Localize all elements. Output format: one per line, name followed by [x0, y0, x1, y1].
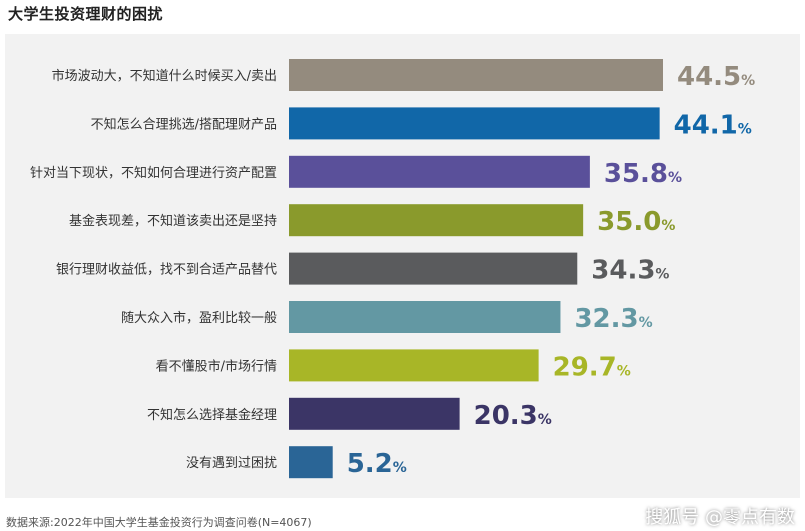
- bar: [289, 397, 460, 430]
- value-label: 44.1%: [674, 110, 752, 140]
- watermark: 搜狐号 @零点有数: [645, 507, 795, 528]
- bar: [289, 349, 539, 382]
- value-label: 34.3%: [591, 256, 669, 286]
- value-label: 20.3%: [474, 401, 552, 431]
- value-label: 5.2%: [347, 449, 407, 479]
- value-label: 29.7%: [553, 352, 631, 382]
- bar: [289, 252, 578, 285]
- category-label: 不知怎么合理挑选/搭配理财产品: [91, 116, 277, 132]
- value-label: 44.5%: [677, 62, 755, 92]
- source-note: 数据来源:2022年中国大学生基金投资行为调查问卷(N=4067): [6, 516, 312, 529]
- category-label: 随大众入市，盈利比较一般: [121, 310, 277, 326]
- bar: [289, 107, 660, 140]
- bar: [289, 301, 561, 333]
- category-label: 看不懂股市/市场行情: [156, 358, 277, 374]
- value-label: 35.0%: [597, 207, 675, 237]
- value-label: 35.8%: [604, 159, 682, 189]
- category-label: 基金表现差，不知道该卖出还是坚持: [69, 213, 277, 229]
- bar: [289, 204, 584, 237]
- bar: [289, 59, 663, 91]
- category-label: 没有遇到过困扰: [186, 456, 277, 471]
- chart-title: 大学生投资理财的困扰: [8, 5, 164, 23]
- value-label: 32.3%: [574, 304, 652, 334]
- category-label: 银行理财收益低，找不到合适产品替代: [56, 263, 277, 278]
- category-label: 针对当下现状，不知如何合理进行资产配置: [30, 165, 277, 181]
- category-label: 市场波动大，不知道什么时候买入/卖出: [52, 68, 277, 84]
- bar: [289, 446, 333, 479]
- category-label: 不知怎么选择基金经理: [147, 407, 277, 423]
- bar: [289, 155, 590, 188]
